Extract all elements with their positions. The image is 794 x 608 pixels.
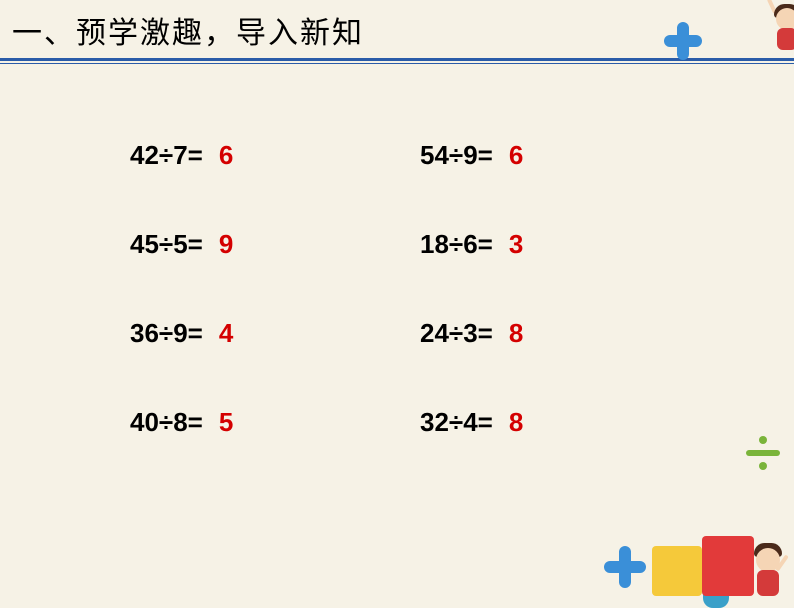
expression: 36÷9=: [130, 318, 203, 349]
plus-vertical: [677, 22, 689, 60]
problems-grid: 42÷7= 6 54÷9= 6 45÷5= 9 18÷6= 3 36÷9= 4 …: [130, 140, 650, 496]
answer: 3: [509, 229, 523, 260]
expression: 24÷3=: [420, 318, 493, 349]
answer: 8: [509, 407, 523, 438]
problem-cell: 40÷8= 5: [130, 407, 420, 438]
problem-row: 42÷7= 6 54÷9= 6: [130, 140, 650, 171]
expression: 32÷4=: [420, 407, 493, 438]
expression: 18÷6=: [420, 229, 493, 260]
answer: 8: [509, 318, 523, 349]
body-shape: [757, 570, 779, 596]
problem-cell: 45÷5= 9: [130, 229, 420, 260]
answer: 4: [219, 318, 233, 349]
expression: 45÷5=: [130, 229, 203, 260]
block-yellow: [652, 546, 702, 596]
answer: 6: [509, 140, 523, 171]
problem-cell: 36÷9= 4: [130, 318, 420, 349]
body-shape: [777, 28, 794, 50]
block-red: [702, 536, 754, 596]
answer: 6: [219, 140, 233, 171]
bar-shape: [746, 450, 780, 456]
plus-icon: [604, 546, 646, 588]
dot-shape: [759, 436, 767, 444]
problem-row: 45÷5= 9 18÷6= 3: [130, 229, 650, 260]
top-right-decoration: [664, 0, 784, 70]
expression: 40÷8=: [130, 407, 203, 438]
expression: 42÷7=: [130, 140, 203, 171]
plus-icon: [664, 22, 702, 60]
expression: 54÷9=: [420, 140, 493, 171]
problem-cell: 24÷3= 8: [420, 318, 650, 349]
bottom-right-decoration: [614, 416, 794, 596]
head-shape: [756, 548, 780, 572]
head-shape: [776, 8, 794, 30]
answer: 5: [219, 407, 233, 438]
answer: 9: [219, 229, 233, 260]
problem-cell: 42÷7= 6: [130, 140, 420, 171]
plus-vertical: [619, 546, 631, 588]
divide-icon: [746, 436, 780, 470]
problem-cell: 54÷9= 6: [420, 140, 650, 171]
problem-cell: 18÷6= 3: [420, 229, 650, 260]
problem-row: 36÷9= 4 24÷3= 8: [130, 318, 650, 349]
dot-shape: [759, 462, 767, 470]
problem-row: 40÷8= 5 32÷4= 8: [130, 407, 650, 438]
